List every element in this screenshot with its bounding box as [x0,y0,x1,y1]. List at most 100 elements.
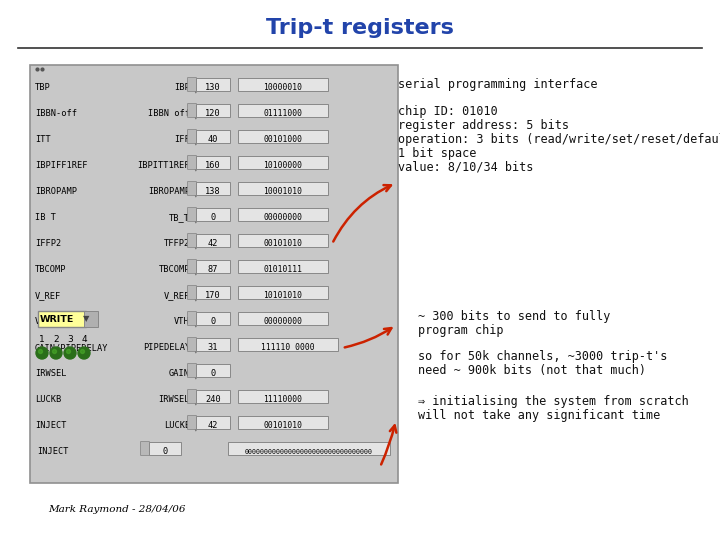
FancyBboxPatch shape [238,390,328,403]
Text: 120: 120 [205,110,221,118]
Text: ⇒ initialising the system from scratch: ⇒ initialising the system from scratch [418,395,689,408]
Text: LUCKB: LUCKB [163,422,190,430]
Text: ~ 300 bits to send to fully: ~ 300 bits to send to fully [418,310,611,323]
FancyBboxPatch shape [187,363,197,377]
Text: IBP: IBP [174,84,190,92]
Text: INJECT: INJECT [35,422,66,430]
Text: ▼: ▼ [194,322,198,327]
Text: 00101000: 00101000 [264,136,302,145]
Text: IRWSEL: IRWSEL [158,395,190,404]
Text: ▼: ▼ [194,296,198,301]
Text: 01111000: 01111000 [264,110,302,118]
Text: serial programming interface: serial programming interface [398,78,598,91]
FancyBboxPatch shape [187,130,197,144]
Text: 1: 1 [39,334,45,343]
Text: PIPEDELAY: PIPEDELAY [143,343,190,353]
Text: ▲: ▲ [194,292,198,296]
FancyBboxPatch shape [196,130,230,143]
Text: program chip: program chip [418,324,503,337]
Text: 00000000: 00000000 [264,213,302,222]
Text: 42: 42 [208,422,218,430]
Text: ▼: ▼ [194,140,198,145]
Text: 00101010: 00101010 [264,240,302,248]
Text: TBCOMP: TBCOMP [35,266,66,274]
Text: TBP: TBP [35,84,50,92]
Text: ▼: ▼ [194,89,198,93]
FancyBboxPatch shape [238,182,328,195]
Text: ▼: ▼ [194,427,198,431]
FancyBboxPatch shape [238,312,328,325]
Text: 111110 0000: 111110 0000 [261,343,315,353]
Text: ▲: ▲ [194,343,198,348]
Text: ▲: ▲ [194,318,198,322]
FancyBboxPatch shape [238,104,328,117]
Text: 00101010: 00101010 [264,422,302,430]
FancyBboxPatch shape [196,104,230,117]
Text: ▼: ▼ [194,245,198,249]
FancyBboxPatch shape [187,260,197,273]
Text: 10001010: 10001010 [264,187,302,197]
FancyBboxPatch shape [196,182,230,195]
FancyBboxPatch shape [196,78,230,91]
FancyBboxPatch shape [38,311,86,327]
FancyBboxPatch shape [149,442,181,455]
Text: chip ID: 01010: chip ID: 01010 [398,105,498,118]
Text: ▲: ▲ [194,422,198,427]
FancyBboxPatch shape [238,156,328,169]
Text: operation: 3 bits (read/write/set/reset/default): operation: 3 bits (read/write/set/reset/… [398,133,720,146]
FancyBboxPatch shape [30,65,398,483]
Text: IFF: IFF [174,136,190,145]
FancyBboxPatch shape [196,338,230,351]
FancyBboxPatch shape [187,156,197,170]
Text: LUCKB: LUCKB [35,395,61,404]
FancyBboxPatch shape [238,416,328,429]
FancyBboxPatch shape [238,338,338,351]
FancyBboxPatch shape [196,416,230,429]
Text: ▲: ▲ [194,369,198,375]
Text: IBROPAMP: IBROPAMP [35,187,77,197]
FancyBboxPatch shape [238,260,328,273]
FancyBboxPatch shape [238,78,328,91]
Text: 4: 4 [81,334,87,343]
Text: ▼: ▼ [194,348,198,354]
Text: IB T: IB T [35,213,56,222]
FancyBboxPatch shape [238,208,328,221]
FancyBboxPatch shape [84,311,98,327]
FancyBboxPatch shape [187,233,197,247]
Text: 00000000000000000000000000000000: 00000000000000000000000000000000 [245,449,373,455]
Text: 0: 0 [210,213,215,222]
Text: so for 50k channels, ~3000 trip-t's: so for 50k channels, ~3000 trip-t's [418,350,667,363]
Text: IBBN off: IBBN off [148,110,190,118]
Text: 87: 87 [208,266,218,274]
FancyBboxPatch shape [187,78,197,91]
Text: will not take any significant time: will not take any significant time [418,409,660,422]
Text: ▼: ▼ [83,314,89,323]
Text: 160: 160 [205,161,221,171]
Text: 10101010: 10101010 [264,292,302,300]
FancyBboxPatch shape [196,208,230,221]
Text: IBBN-off: IBBN-off [35,110,77,118]
Text: INJECT: INJECT [37,448,68,456]
Text: 3: 3 [67,334,73,343]
Circle shape [81,349,84,354]
Text: 130: 130 [205,84,221,92]
FancyBboxPatch shape [238,286,328,299]
Text: V_REF: V_REF [35,292,61,300]
FancyBboxPatch shape [187,338,197,352]
Text: ▲: ▲ [194,240,198,245]
Text: ▼: ▼ [194,114,198,119]
Circle shape [38,349,42,354]
Text: ▲: ▲ [194,395,198,401]
Text: TFFP2: TFFP2 [163,240,190,248]
Circle shape [66,349,71,354]
Text: GAIN: GAIN [169,369,190,379]
Text: 0: 0 [163,448,168,456]
Text: ▲: ▲ [194,110,198,114]
Circle shape [53,349,56,354]
Text: ▼: ▼ [194,166,198,172]
Text: ITT: ITT [35,136,50,145]
Text: 1 bit space: 1 bit space [398,147,477,160]
Text: TB_T: TB_T [169,213,190,222]
Circle shape [36,347,48,359]
Text: 2: 2 [53,334,59,343]
